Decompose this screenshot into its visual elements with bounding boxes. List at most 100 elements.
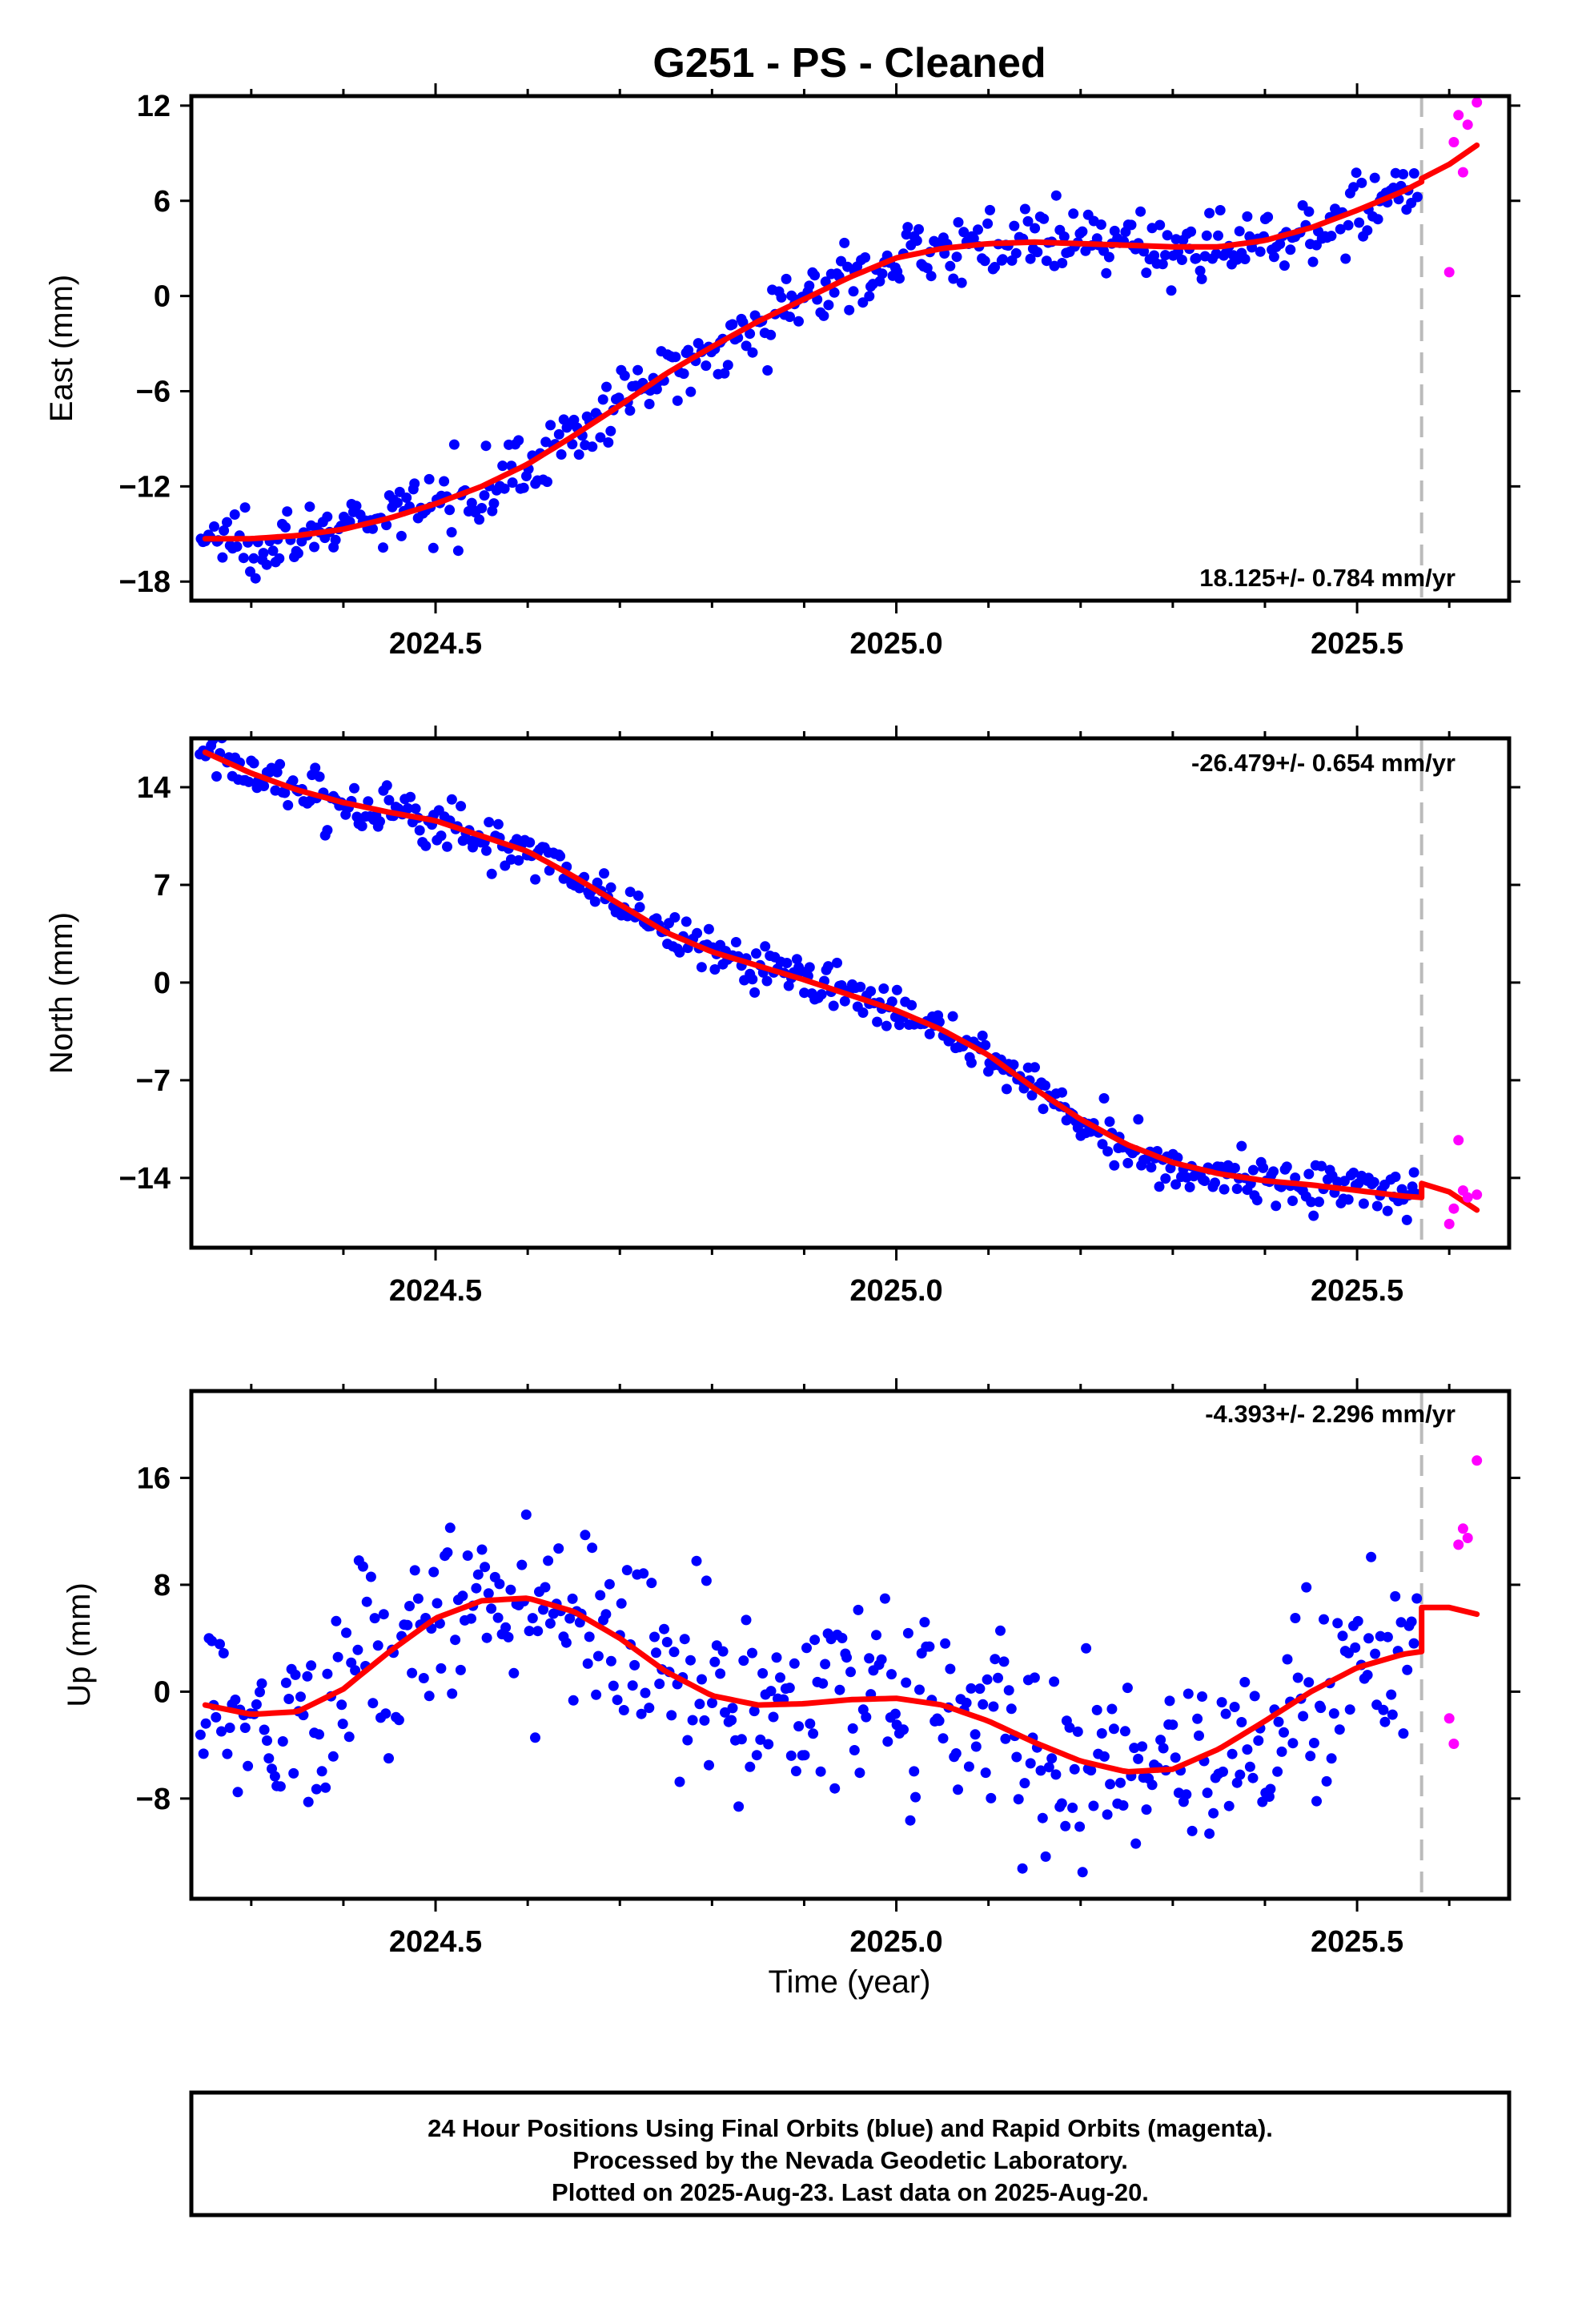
final-orbit-point xyxy=(970,1741,982,1752)
final-orbit-point xyxy=(1334,1724,1345,1735)
rapid-orbit-point xyxy=(1443,1218,1455,1229)
y-tick-label: −12 xyxy=(119,470,171,504)
final-orbit-point xyxy=(878,983,889,994)
final-orbit-point xyxy=(995,1625,1006,1636)
final-orbit-point xyxy=(584,1631,595,1642)
final-orbit-point xyxy=(720,1707,730,1718)
final-orbit-point xyxy=(436,1663,447,1674)
final-orbit-point xyxy=(1026,1090,1038,1101)
final-orbit-point xyxy=(1231,1777,1243,1788)
final-orbit-point xyxy=(560,1637,572,1648)
final-orbit-point xyxy=(195,1729,206,1740)
final-orbit-point xyxy=(556,449,567,460)
final-orbit-point xyxy=(1194,1730,1204,1741)
final-orbit-point xyxy=(555,850,566,862)
final-orbit-point xyxy=(1298,1711,1309,1722)
final-orbit-point xyxy=(909,1766,920,1777)
final-orbit-point xyxy=(520,1509,532,1520)
final-orbit-point xyxy=(669,912,681,923)
final-orbit-point xyxy=(412,1593,424,1604)
final-orbit-point xyxy=(1276,1746,1287,1757)
final-orbit-point xyxy=(424,1691,435,1702)
final-orbit-point xyxy=(1146,1162,1157,1173)
final-orbit-point xyxy=(330,534,341,545)
final-orbit-point xyxy=(1303,1168,1315,1180)
final-orbit-point xyxy=(841,1652,852,1663)
final-orbit-point xyxy=(1122,1157,1134,1168)
final-orbit-point xyxy=(497,460,508,472)
final-orbit-point xyxy=(998,1656,1010,1667)
final-orbit-point xyxy=(881,1020,892,1031)
final-orbit-point xyxy=(409,1565,420,1576)
final-orbit-point xyxy=(530,1732,540,1743)
final-orbit-point xyxy=(500,1622,512,1633)
final-orbit-point xyxy=(516,1559,528,1570)
final-orbit-point xyxy=(745,328,756,340)
y-tick-label: 8 xyxy=(154,1569,171,1602)
final-orbit-point xyxy=(306,1660,317,1671)
north-y-axis-label: North (mm) xyxy=(44,912,79,1074)
final-orbit-point xyxy=(1340,253,1351,264)
final-orbit-point xyxy=(1067,1802,1078,1813)
final-orbit-point xyxy=(1037,1812,1048,1823)
final-orbit-point xyxy=(290,1669,301,1680)
final-orbit-point xyxy=(446,527,457,538)
final-orbit-point xyxy=(1244,1761,1255,1772)
final-orbit-point xyxy=(783,980,794,991)
north-rate-annotation: -26.479+/- 0.654 mm/yr xyxy=(1191,749,1456,777)
final-orbit-point xyxy=(543,1555,554,1566)
final-orbit-point xyxy=(1275,239,1286,250)
final-orbit-point xyxy=(365,1571,376,1582)
rapid-orbit-point xyxy=(1457,1523,1468,1534)
final-orbit-point xyxy=(1411,191,1423,203)
final-orbit-point xyxy=(1160,1173,1171,1184)
final-orbit-point xyxy=(886,1669,897,1680)
final-orbit-point xyxy=(1292,1672,1303,1683)
final-orbit-point xyxy=(926,271,937,282)
final-orbit-point xyxy=(316,1766,327,1777)
final-orbit-point xyxy=(303,1796,314,1807)
y-tick-label: 12 xyxy=(137,90,171,123)
final-orbit-point xyxy=(1303,1677,1315,1688)
final-orbit-point xyxy=(1287,1738,1299,1749)
final-orbit-point xyxy=(1106,1703,1118,1715)
final-orbit-point xyxy=(381,780,392,791)
final-orbit-point xyxy=(1402,1664,1413,1675)
final-orbit-point xyxy=(480,1562,491,1573)
final-orbit-point xyxy=(1088,1800,1099,1811)
final-orbit-point xyxy=(832,957,842,968)
final-orbit-point xyxy=(1154,1181,1165,1192)
final-orbit-point xyxy=(762,365,773,376)
final-orbit-point xyxy=(947,1011,958,1022)
y-tick-label: 0 xyxy=(154,1675,171,1709)
final-orbit-point xyxy=(701,1575,712,1586)
final-orbit-point xyxy=(393,1715,404,1726)
final-orbit-point xyxy=(283,1694,295,1704)
final-orbit-point xyxy=(847,1723,858,1734)
final-orbit-point xyxy=(1068,208,1079,219)
final-orbit-point xyxy=(595,1590,606,1601)
final-orbit-point xyxy=(1379,1716,1391,1727)
final-orbit-point xyxy=(1104,1116,1115,1128)
y-tick-label: 7 xyxy=(154,869,171,903)
final-orbit-point xyxy=(805,1718,816,1729)
final-orbit-point xyxy=(605,1655,616,1667)
final-orbit-point xyxy=(1265,1783,1276,1795)
final-orbit-point xyxy=(280,1677,291,1688)
final-orbit-point xyxy=(219,724,230,734)
final-orbit-point xyxy=(524,837,536,848)
final-orbit-point xyxy=(424,473,435,485)
north-model-fit-line xyxy=(202,749,1480,1213)
final-orbit-point xyxy=(499,483,510,494)
final-orbit-point xyxy=(901,1677,912,1688)
final-orbit-point xyxy=(906,999,917,1011)
final-orbit-point xyxy=(809,270,821,281)
east-model-fit-line xyxy=(202,142,1480,542)
final-orbit-point xyxy=(452,545,464,557)
final-orbit-point xyxy=(288,1767,299,1779)
final-orbit-point xyxy=(255,1687,265,1698)
final-orbit-point xyxy=(222,517,232,528)
final-orbit-point xyxy=(383,794,395,806)
final-orbit-point xyxy=(1182,1688,1194,1699)
final-orbit-point xyxy=(934,1016,945,1027)
